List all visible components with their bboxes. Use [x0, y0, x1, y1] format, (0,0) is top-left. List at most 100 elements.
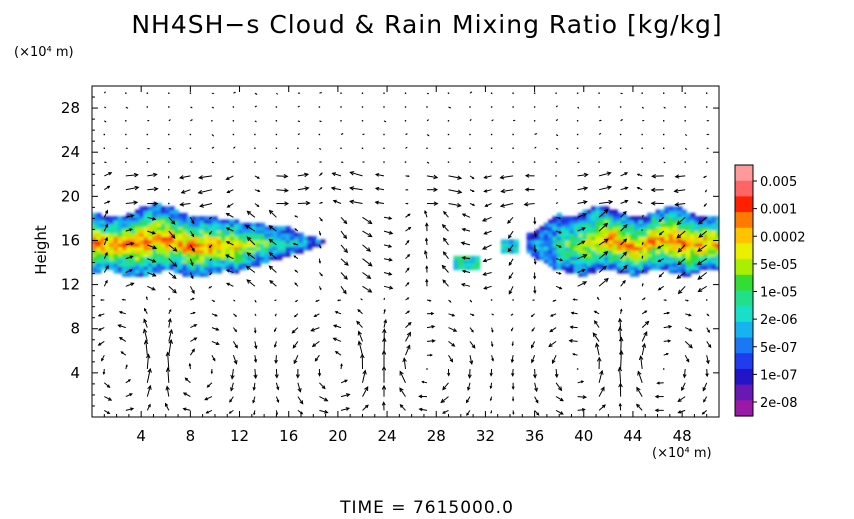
wind-vector: [577, 201, 587, 204]
wind-vector: [275, 355, 277, 363]
wind-vector: [399, 371, 406, 384]
vector-head: [532, 374, 537, 379]
cloud-cell: [625, 226, 631, 231]
cloud-cell: [152, 265, 158, 271]
cloud-cell: [246, 249, 253, 254]
wind-vector: [482, 216, 492, 222]
vector-head: [641, 255, 644, 258]
cloud-cell: [212, 249, 218, 254]
cloud-cell: [147, 255, 154, 261]
cloud-cell: [178, 239, 184, 244]
cloud-cell: [255, 262, 261, 267]
cloud-cell: [703, 222, 709, 228]
cloud-cell: [135, 259, 141, 264]
cloud-cell: [642, 239, 649, 244]
cloud-cell: [109, 222, 115, 228]
wind-vector: [125, 201, 138, 204]
cloud-cell: [130, 255, 136, 261]
cloud-cell: [139, 229, 145, 234]
cloud-cell: [642, 229, 649, 234]
wind-vector: [442, 279, 449, 287]
wind-vector: [675, 203, 686, 206]
wind-vector: [362, 386, 369, 397]
vector-head: [657, 259, 661, 263]
cloud-cell: [208, 269, 214, 274]
vector-head: [534, 387, 538, 393]
wind-vector: [577, 240, 585, 246]
wind-vector: [297, 187, 309, 191]
cloud-cell: [281, 232, 287, 237]
cloud-cell: [677, 222, 683, 228]
cloud-cell: [698, 222, 704, 228]
vector-head: [703, 399, 706, 403]
cloud-cell: [543, 259, 550, 264]
vector-head: [212, 161, 215, 164]
cloud-cell: [259, 252, 266, 257]
vector-head: [707, 133, 710, 136]
cloud-cell: [281, 226, 287, 231]
vector-head: [449, 106, 452, 109]
vector-head: [360, 298, 362, 300]
cloud-cell: [578, 249, 584, 254]
cloud-cell: [565, 249, 571, 254]
cloud-cell: [221, 229, 227, 234]
vector-head: [618, 336, 624, 342]
vector-dot: [706, 161, 708, 163]
vector-head: [198, 175, 204, 180]
cloud-cell: [543, 242, 550, 247]
wind-vector: [275, 368, 278, 378]
cloud-cell: [221, 249, 227, 254]
wind-vector: [403, 358, 406, 370]
vector-head: [666, 311, 671, 315]
vector-head: [104, 223, 109, 228]
cloud-cell: [135, 212, 141, 218]
wind-vector: [104, 396, 112, 401]
cloud-cell: [173, 269, 180, 274]
cloud-cell: [556, 262, 562, 267]
cloud-cell: [664, 222, 670, 228]
cloud-cell: [475, 259, 481, 264]
cloud-cell: [595, 255, 601, 261]
vector-head: [638, 355, 644, 361]
vector-head: [606, 185, 613, 190]
cloud-cell: [191, 262, 197, 267]
vector-head: [460, 241, 466, 246]
cloud-cell: [612, 232, 618, 237]
wind-vector: [531, 355, 536, 363]
vector-head: [319, 246, 322, 249]
cloud-cell: [621, 229, 627, 234]
wind-vector: [226, 269, 234, 273]
cloud-cell: [595, 252, 601, 257]
vector-head: [644, 310, 648, 314]
vector-head: [233, 146, 236, 149]
cloud-cell: [634, 269, 640, 274]
wind-vector: [598, 186, 612, 191]
vector-head: [383, 297, 386, 300]
wind-vector: [350, 171, 363, 177]
cloud-cell: [216, 246, 223, 251]
wind-vector: [508, 286, 514, 295]
cloud-cell: [466, 259, 472, 264]
cloud-cell: [113, 262, 119, 267]
cloud-cell: [251, 239, 257, 244]
cloud-cell: [173, 236, 180, 241]
wind-vector: [637, 371, 643, 383]
vector-head: [429, 299, 432, 302]
colorbar-label: 2e-06: [760, 313, 798, 328]
cloud-cell: [608, 226, 614, 231]
cloud-cell: [182, 212, 188, 218]
vector-head: [168, 338, 173, 344]
vector-head: [701, 411, 705, 415]
cloud-cell: [711, 236, 717, 241]
cloud-cell: [294, 249, 300, 254]
cloud-cell: [526, 239, 532, 244]
wind-vector: [636, 404, 643, 411]
vector-head: [332, 337, 337, 342]
cloud-cell: [165, 232, 171, 237]
vector-head: [622, 279, 626, 284]
cloud-cell: [668, 265, 674, 271]
vector-head: [558, 216, 562, 220]
vector-head: [430, 312, 435, 316]
wind-vector: [549, 327, 557, 333]
cloud-cell: [113, 232, 119, 237]
